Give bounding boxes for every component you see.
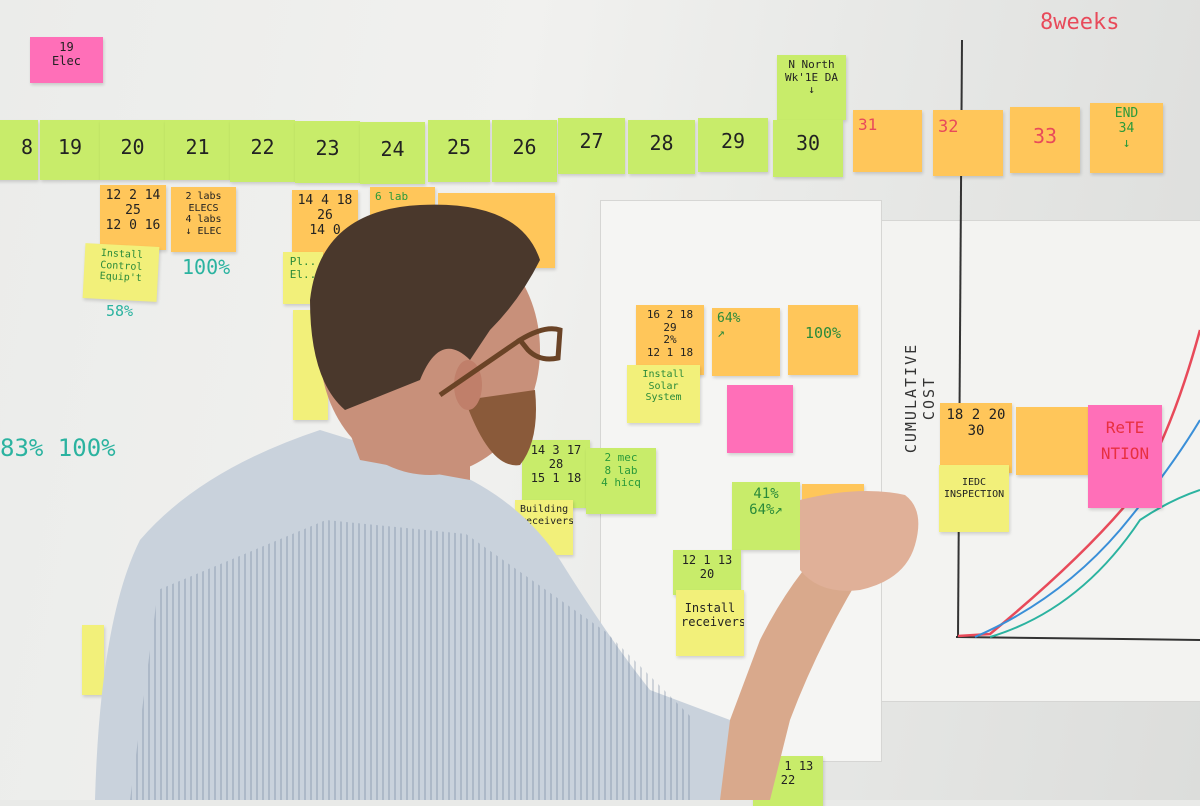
beard bbox=[465, 390, 536, 466]
percent-row: 83% 100% bbox=[0, 434, 116, 462]
timeline-note: 23 bbox=[295, 121, 360, 183]
timeline-note: 28 bbox=[628, 120, 695, 174]
timeline-note: 25 bbox=[428, 120, 490, 182]
task-note: 64% ↗ bbox=[712, 308, 780, 376]
task-note: 2 labs ELECS 4 labs ↓ ELEC bbox=[171, 187, 236, 252]
timeline-note: END 34 ↓ bbox=[1090, 103, 1163, 173]
task-note: Install Solar System bbox=[627, 365, 700, 423]
task-note: 2 mec 8 lab 4 hicq bbox=[586, 448, 656, 514]
timeline-note: 22 bbox=[230, 120, 295, 182]
x-axis bbox=[955, 636, 1200, 641]
timeline-note: 32 bbox=[933, 110, 1003, 176]
task-note: IEDC INSPECTION bbox=[939, 465, 1009, 532]
task-note: 12 1 13 20 bbox=[673, 550, 741, 595]
timeline-note: 8 bbox=[0, 120, 38, 180]
task-note: 100% bbox=[788, 305, 858, 375]
timeline-note: 24 bbox=[360, 122, 425, 184]
task-note: 41% 64%↗ bbox=[732, 482, 800, 550]
timeline-note: 29 bbox=[698, 118, 768, 172]
task-note-pink: ReTE NTION bbox=[1088, 405, 1162, 508]
weeks-label: 8weeks bbox=[1040, 10, 1120, 35]
task-note bbox=[1016, 407, 1090, 475]
timeline-note: 30 bbox=[773, 120, 843, 177]
task-note-pink bbox=[727, 385, 793, 453]
timeline-note: 26 bbox=[492, 120, 557, 182]
task-note bbox=[82, 625, 104, 695]
timeline-note: 20 bbox=[100, 120, 165, 180]
task-note: 12 2 14 25 12 0 16 bbox=[100, 185, 166, 250]
timeline-note: 31 bbox=[853, 110, 922, 172]
timeline-note: 19 bbox=[40, 120, 100, 180]
blue-curve bbox=[974, 419, 1200, 638]
shirt bbox=[95, 430, 730, 800]
glasses bbox=[438, 326, 563, 398]
timeline-note: 33 bbox=[1010, 107, 1080, 173]
note-north: N North Wk'1E DA ↓ bbox=[777, 55, 846, 120]
timeline-note: 27 bbox=[558, 118, 625, 174]
task-note: 16 2 18 29 2% 12 1 18 bbox=[636, 305, 704, 375]
teal-curve bbox=[989, 489, 1200, 638]
task-note: 14 3 17 28 15 1 18 bbox=[522, 440, 590, 508]
note-elec: 19 Elec bbox=[30, 37, 103, 83]
percent-label: 58% bbox=[106, 302, 134, 320]
hair bbox=[310, 204, 540, 410]
percent-label: 100% bbox=[182, 255, 231, 279]
task-note: Install receivers bbox=[676, 590, 744, 656]
arm bbox=[700, 540, 870, 800]
task-note: 18 2 20 30 bbox=[940, 403, 1012, 473]
hand bbox=[800, 491, 919, 591]
timeline-note: 21 bbox=[165, 120, 230, 180]
